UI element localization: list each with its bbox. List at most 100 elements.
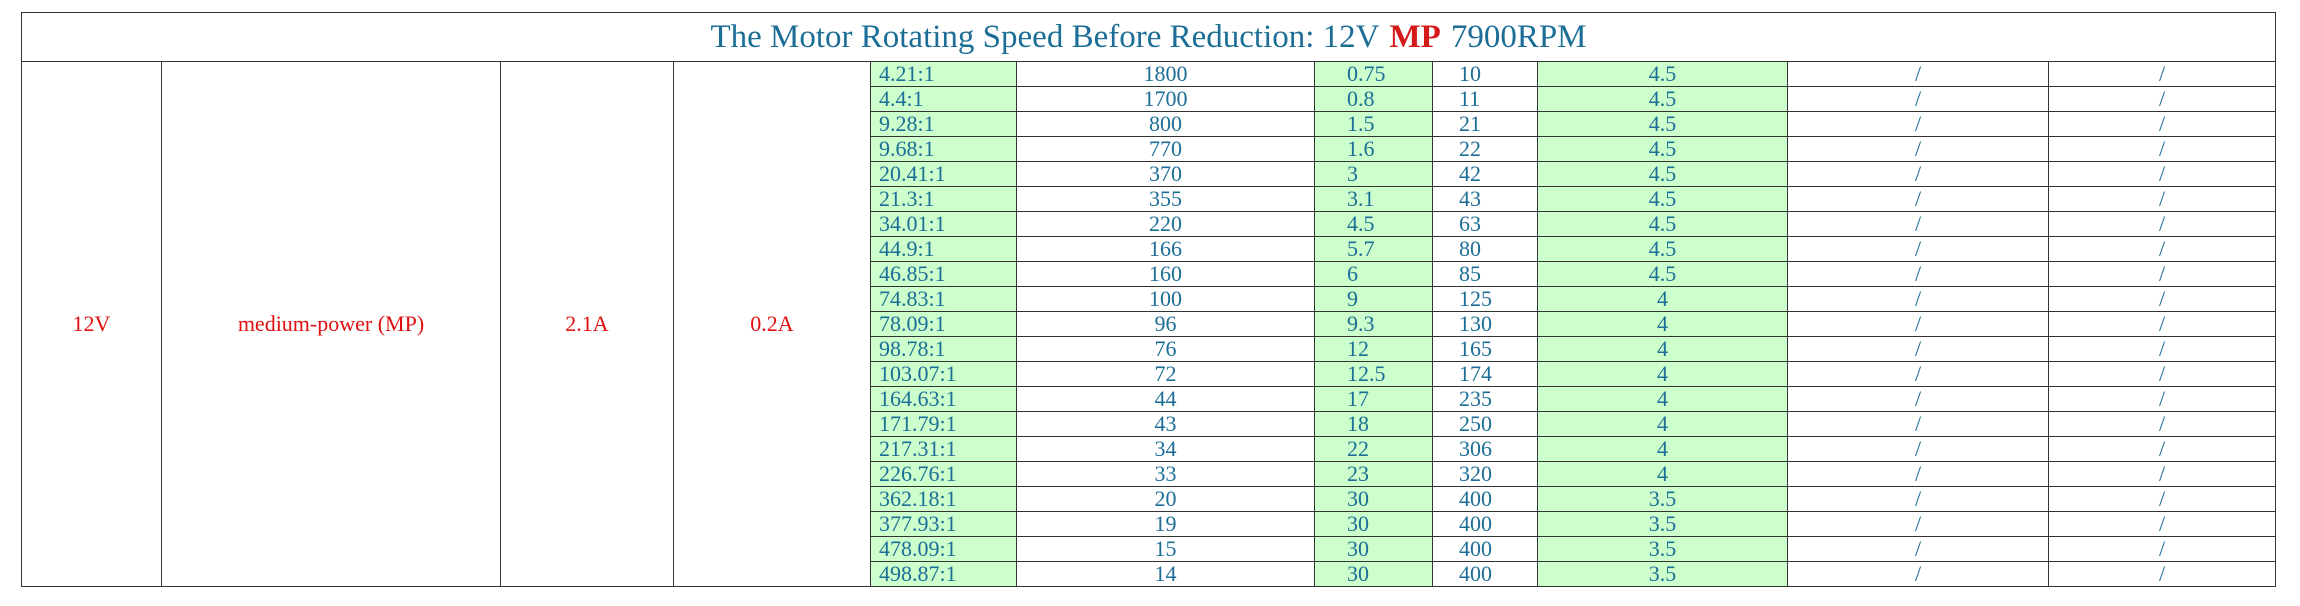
table-cell: 164.63:1 (870, 386, 1017, 412)
table-cell: 20 (1016, 486, 1315, 512)
table-cell: 400 (1432, 511, 1538, 537)
table-cell: 17 (1314, 386, 1433, 412)
table-cell: / (1787, 411, 2049, 437)
table-cell: / (2048, 561, 2276, 587)
table-cell: 4 (1537, 436, 1788, 462)
table-cell: 44 (1016, 386, 1315, 412)
table-cell: / (1787, 386, 2049, 412)
table-cell: 6 (1314, 261, 1433, 287)
table-cell: / (2048, 411, 2276, 437)
table-cell: / (2048, 111, 2276, 137)
table-cell: 96 (1016, 311, 1315, 337)
table-cell: / (2048, 86, 2276, 112)
spec-table: The Motor Rotating Speed Before Reductio… (21, 12, 2276, 587)
table-cell: 30 (1314, 561, 1433, 587)
title-text: The Motor Rotating Speed Before Reductio… (710, 18, 1380, 55)
table-cell: / (2048, 161, 2276, 187)
table-cell: / (2048, 186, 2276, 212)
table-cell: 30 (1314, 511, 1433, 537)
table-body: The Motor Rotating Speed Before Reductio… (21, 12, 2276, 587)
table-cell: 4 (1537, 286, 1788, 312)
spec-cell: medium-power (MP) (161, 61, 501, 587)
table-cell: / (1787, 61, 2049, 87)
data-row: 498.87:1 14 30 400 3.5// (22, 561, 2276, 587)
table-cell: 23 (1314, 461, 1433, 487)
table-cell: / (2048, 511, 2276, 537)
table-cell: 3 (1314, 161, 1433, 187)
table-cell: 100 (1016, 286, 1315, 312)
table-cell: 3.1 (1314, 186, 1433, 212)
data-row: 226.76:1 33 23 320 4// (22, 461, 2276, 487)
title-highlight: MP (1389, 18, 1441, 55)
spec-cell: 0.2A (673, 61, 871, 587)
table-cell: 250 (1432, 411, 1538, 437)
table-cell: / (2048, 361, 2276, 387)
table-cell: / (2048, 486, 2276, 512)
data-row: 44.9:1 166 5.7 80 4.5// (22, 236, 2276, 262)
table-cell: / (2048, 236, 2276, 262)
table-cell: 74.83:1 (870, 286, 1017, 312)
data-row: 478.09:1 15 30 400 3.5// (22, 536, 2276, 562)
table-cell: 44.9:1 (870, 236, 1017, 262)
table-cell: 19 (1016, 511, 1315, 537)
table-cell: 30 (1314, 486, 1433, 512)
table-cell: 21 (1432, 111, 1538, 137)
table-cell: / (1787, 86, 2049, 112)
table-cell: 4.5 (1537, 236, 1788, 262)
table-cell: 370 (1016, 161, 1315, 187)
table-cell: 171.79:1 (870, 411, 1017, 437)
table-cell: 166 (1016, 236, 1315, 262)
table-cell: / (1787, 561, 2049, 587)
table-cell: 125 (1432, 286, 1538, 312)
table-cell: 4.5 (1537, 86, 1788, 112)
table-cell: / (2048, 461, 2276, 487)
table-cell: / (1787, 461, 2049, 487)
table-cell: / (2048, 136, 2276, 162)
data-row: 46.85:1 160 6 85 4.5// (22, 261, 2276, 287)
table-cell: 18 (1314, 411, 1433, 437)
table-cell: / (1787, 211, 2049, 237)
table-cell: 3.5 (1537, 561, 1788, 587)
table-cell: 3.5 (1537, 511, 1788, 537)
data-row: 103.07:1 72 12.5 174 4// (22, 361, 2276, 387)
table-cell: / (1787, 161, 2049, 187)
data-row: 12V medium-power (MP) 2.1A 0.2A 4.21:1 1800 0.… (21, 61, 2276, 587)
table-cell: / (2048, 311, 2276, 337)
table-cell: 15 (1016, 536, 1315, 562)
table-cell: 1.5 (1314, 111, 1433, 137)
data-row: 171.79:1 43 18 250 4// (22, 411, 2276, 437)
table-cell: 12.5 (1314, 361, 1433, 387)
table-cell: 9.3 (1314, 311, 1433, 337)
table-cell: 11 (1432, 86, 1538, 112)
data-row: 21.3:1 355 3.1 43 4.5// (22, 186, 2276, 212)
table-cell: 9.68:1 (870, 136, 1017, 162)
table-cell: 355 (1016, 186, 1315, 212)
table-cell: 30 (1314, 536, 1433, 562)
table-cell: 76 (1016, 336, 1315, 362)
data-row: 78.09:1 96 9.3 130 4// (22, 311, 2276, 337)
table-cell: 0.75 (1314, 61, 1433, 87)
table-cell: / (1787, 186, 2049, 212)
table-cell: / (1787, 536, 2049, 562)
table-cell: 1700 (1016, 86, 1315, 112)
table-cell: 174 (1432, 361, 1538, 387)
data-row: 34.01:1 220 4.5 63 4.5// (22, 211, 2276, 237)
table-cell: 770 (1016, 136, 1315, 162)
spec-cell: 2.1A (500, 61, 674, 587)
table-cell: 34 (1016, 436, 1315, 462)
table-cell: / (1787, 136, 2049, 162)
table-cell: / (2048, 336, 2276, 362)
title-text: 7900RPM (1450, 18, 1587, 55)
table-cell: 4.5 (1537, 111, 1788, 137)
table-cell: 22 (1314, 436, 1433, 462)
table-cell: 78.09:1 (870, 311, 1017, 337)
data-row: 377.93:1 19 30 400 3.5// (22, 511, 2276, 537)
table-cell: 4 (1537, 311, 1788, 337)
table-cell: / (2048, 536, 2276, 562)
table-cell: 3.5 (1537, 486, 1788, 512)
table-cell: 4.5 (1314, 211, 1433, 237)
table-cell: / (1787, 436, 2049, 462)
table-cell: 320 (1432, 461, 1538, 487)
table-cell: 1800 (1016, 61, 1315, 87)
table-cell: 800 (1016, 111, 1315, 137)
